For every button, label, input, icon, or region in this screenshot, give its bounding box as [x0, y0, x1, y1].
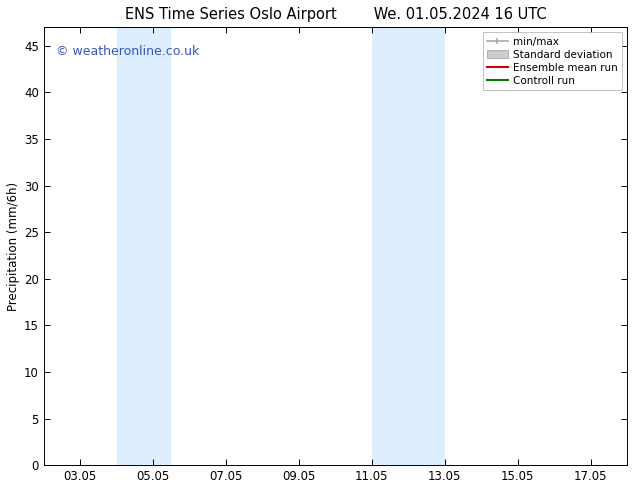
Text: © weatheronline.co.uk: © weatheronline.co.uk	[56, 45, 199, 58]
Bar	[117, 27, 171, 465]
Legend: min/max, Standard deviation, Ensemble mean run, Controll run: min/max, Standard deviation, Ensemble me…	[482, 32, 622, 90]
Title: ENS Time Series Oslo Airport        We. 01.05.2024 16 UTC: ENS Time Series Oslo Airport We. 01.05.2…	[125, 7, 547, 22]
Y-axis label: Precipitation (mm/6h): Precipitation (mm/6h)	[7, 182, 20, 311]
Bar	[372, 27, 445, 465]
